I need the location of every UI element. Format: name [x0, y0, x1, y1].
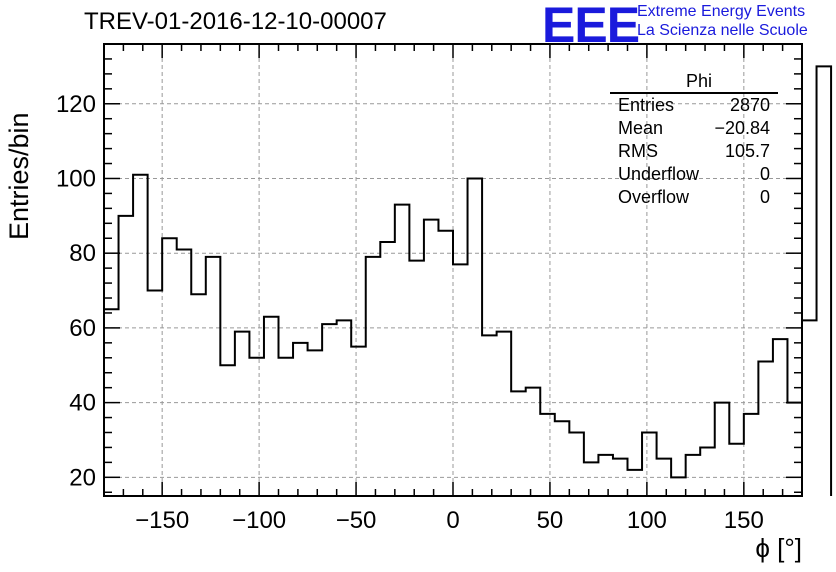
x-tick-label: 150 — [724, 507, 764, 534]
y-tick-label: 100 — [56, 165, 96, 192]
stats-value: −20.84 — [714, 118, 770, 138]
logo-caption: Extreme Energy Events La Scienza nelle S… — [637, 2, 808, 40]
logo-line-1: Extreme Energy Events — [637, 3, 806, 20]
stats-label: Mean — [618, 118, 664, 138]
y-tick-label: 60 — [69, 315, 96, 342]
x-tick-label: −150 — [135, 507, 189, 534]
stats-label: RMS — [618, 141, 658, 161]
axis-tick-labels: −150 −100 −50 0 50 100 150 20 40 60 80 100 120 — [56, 91, 764, 534]
stats-row-overflow: Overflow 0 — [610, 186, 778, 209]
x-tick-label: 0 — [446, 507, 459, 534]
stats-row-mean: Mean −20.84 — [610, 117, 778, 140]
stats-title: Phi — [610, 70, 778, 94]
histogram-title: TREV-01-2016-12-10-00007 — [84, 8, 387, 35]
x-tick-label: −100 — [232, 507, 286, 534]
y-tick-label: 20 — [69, 464, 96, 491]
stats-row-entries: Entries 2870 — [610, 94, 778, 117]
stats-row-rms: RMS 105.7 — [610, 140, 778, 163]
x-axis-label: ϕ [°] — [755, 533, 802, 563]
stats-row-underflow: Underflow 0 — [610, 163, 778, 186]
y-tick-label: 120 — [56, 91, 96, 118]
logo-line-2: La Scienza nelle Scuole — [637, 22, 808, 39]
y-axis-label: Entries/bin — [4, 112, 34, 240]
x-tick-label: 50 — [537, 507, 564, 534]
y-tick-label: 40 — [69, 390, 96, 417]
stats-label: Underflow — [618, 164, 700, 184]
stats-label: Entries — [618, 95, 675, 115]
stats-box: Phi Entries 2870 Mean −20.84 RMS 105.7 U… — [610, 70, 778, 209]
stats-label: Overflow — [618, 187, 690, 207]
histogram-series — [103, 65, 833, 496]
stats-value: 0 — [759, 187, 770, 207]
x-tick-label: −50 — [336, 507, 377, 534]
stats-value: 0 — [759, 164, 770, 184]
stats-value: 2870 — [729, 95, 770, 115]
axis-ticks — [103, 43, 803, 496]
x-tick-label: 100 — [627, 507, 667, 534]
y-tick-label: 80 — [69, 240, 96, 267]
eee-logo: EEE — [542, 0, 640, 53]
stats-value: 105.7 — [724, 141, 770, 161]
